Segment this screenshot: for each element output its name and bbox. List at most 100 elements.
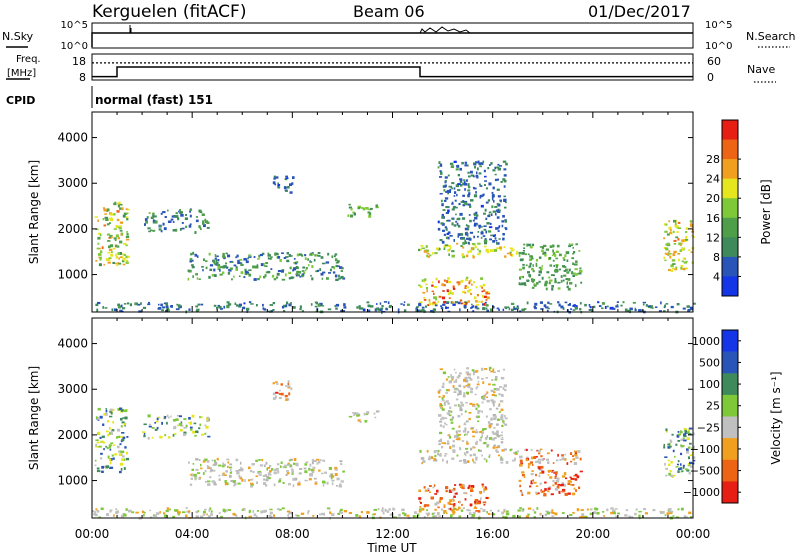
range-time-cell — [118, 450, 121, 453]
range-time-cell — [479, 183, 481, 186]
range-time-cell — [95, 508, 98, 511]
time-tick-label: 08:00 — [275, 527, 310, 541]
range-time-cell — [439, 452, 442, 455]
range-time-cell — [678, 258, 680, 262]
range-time-cell — [487, 251, 490, 254]
range-time-cell — [422, 460, 426, 463]
range-time-cell — [503, 421, 505, 424]
range-time-cell — [465, 278, 468, 282]
range-time-cell — [443, 300, 447, 304]
range-time-cell — [289, 266, 292, 270]
range-time-cell — [680, 438, 684, 441]
range-time-cell — [192, 430, 196, 434]
range-time-cell — [546, 490, 550, 493]
range-time-cell — [491, 438, 495, 441]
range-time-cell — [262, 475, 266, 477]
range-time-cell — [448, 414, 452, 417]
range-time-cell — [457, 393, 460, 396]
range-time-cell — [200, 467, 203, 470]
range-time-cell — [97, 236, 101, 240]
range-time-cell — [540, 308, 544, 310]
range-time-cell — [483, 239, 488, 242]
range-time-cell — [474, 500, 477, 504]
range-time-cell — [441, 385, 445, 388]
range-time-cell — [469, 503, 473, 507]
range-time-cell — [418, 248, 421, 252]
range-time-cell — [475, 300, 478, 303]
range-time-cell — [155, 512, 160, 515]
range-time-cell — [438, 443, 441, 446]
range-time-cell — [145, 220, 148, 224]
range-time-cell — [374, 416, 377, 419]
range-time-cell — [104, 307, 108, 309]
range-time-cell — [265, 271, 269, 274]
range-time-cell — [272, 309, 275, 311]
range-time-cell — [528, 265, 532, 268]
range-time-cell — [526, 243, 528, 247]
range-time-cell — [157, 416, 161, 419]
range-time-cell — [103, 413, 106, 416]
range-time-cell — [158, 303, 160, 306]
range-time-cell — [529, 461, 533, 464]
range-time-cell — [470, 307, 473, 309]
range-time-cell — [116, 210, 120, 213]
colorbar-tick-label: 4 — [713, 270, 720, 283]
range-time-cell — [685, 260, 688, 263]
range-time-cell — [689, 461, 692, 465]
range-time-cell — [299, 468, 303, 470]
range-time-cell — [202, 269, 204, 272]
range-time-cell — [418, 303, 422, 307]
range-time-cell — [307, 510, 310, 513]
range-time-cell — [126, 302, 130, 305]
range-time-cell — [103, 465, 107, 468]
range-time-cell — [567, 278, 571, 281]
range-time-cell — [339, 483, 342, 486]
range-time-cell — [426, 252, 430, 255]
range-time-cell — [543, 304, 547, 308]
range-time-cell — [464, 434, 466, 436]
range-time-cell — [102, 306, 105, 309]
range-time-cell — [453, 507, 457, 510]
range-time-cell — [185, 424, 188, 428]
range-time-cell — [218, 464, 222, 467]
range-time-cell — [109, 466, 114, 469]
range-time-cell — [148, 301, 150, 304]
range-time-cell — [668, 445, 672, 448]
range-time-cell — [286, 259, 290, 263]
range-time-cell — [440, 418, 443, 421]
range-time-cell — [670, 461, 673, 464]
range-time-cell — [117, 252, 121, 255]
range-time-cell — [120, 450, 124, 454]
range-time-cell — [356, 414, 360, 417]
range-time-cell — [550, 511, 552, 514]
range-time-cell — [209, 268, 213, 271]
range-time-cell — [468, 383, 471, 386]
range-time-cell — [662, 511, 665, 514]
range-time-cell — [109, 408, 113, 412]
range-time-cell — [119, 436, 123, 438]
range-time-cell — [245, 260, 249, 264]
range-time-cell — [670, 474, 674, 477]
range-time-cell — [437, 220, 440, 224]
range-time-cell — [572, 274, 575, 277]
range-time-cell — [377, 508, 380, 511]
range-time-cell — [579, 516, 583, 519]
range-time-cell — [433, 450, 436, 454]
range-time-cell — [502, 420, 505, 423]
range-time-cell — [449, 235, 453, 237]
range-time-cell — [464, 287, 467, 289]
range-time-cell — [531, 279, 533, 282]
nsearch-label: N.Search — [746, 30, 796, 43]
range-time-cell — [451, 457, 455, 460]
range-time-cell — [519, 484, 522, 488]
range-time-cell — [200, 303, 204, 306]
range-time-cell — [676, 231, 679, 233]
range-time-cell — [464, 498, 467, 501]
range-time-cell — [96, 441, 100, 444]
range-time-cell — [164, 516, 167, 519]
range-time-cell — [561, 490, 565, 493]
power-ylabel: Slant Range [km] — [27, 160, 41, 264]
range-time-cell — [555, 471, 558, 475]
range-time-cell — [488, 211, 492, 214]
